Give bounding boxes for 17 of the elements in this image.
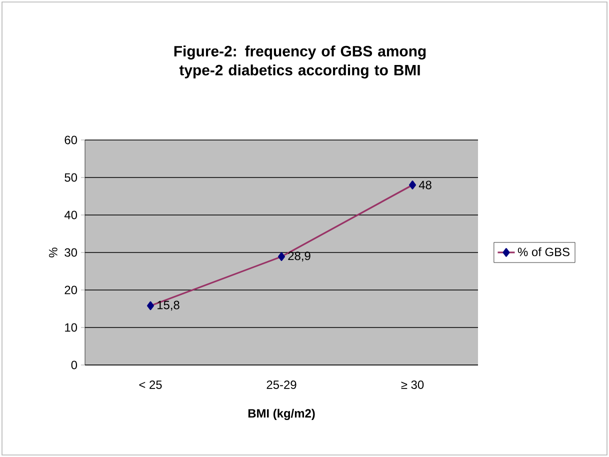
x-tick-label: ≥ 30 [401,380,424,389]
data-label: 48 [418,180,432,190]
x-tick-label: < 25 [139,380,162,389]
y-tick-label: 60 [64,136,78,144]
y-tick-label: 20 [64,286,78,294]
y-axis-title: % [48,248,58,258]
y-tick-label: 10 [65,323,78,332]
y-tick-label: 0 [71,360,78,370]
legend-label: % of GBS [518,247,570,256]
chart-title: Figure-2: frequency of GBS among type-2 diabetics according to BMI [174,46,426,78]
y-tick-label: 30 [64,248,78,257]
y-tick-label: 50 [64,173,78,182]
data-label: 15,8 [158,300,180,311]
data-label: 28,9 [288,252,310,262]
x-tick-label: 25-29 [266,380,296,389]
x-axis-title: BMI (kg/m2) [248,408,315,420]
y-tick-label: 40 [64,210,78,220]
